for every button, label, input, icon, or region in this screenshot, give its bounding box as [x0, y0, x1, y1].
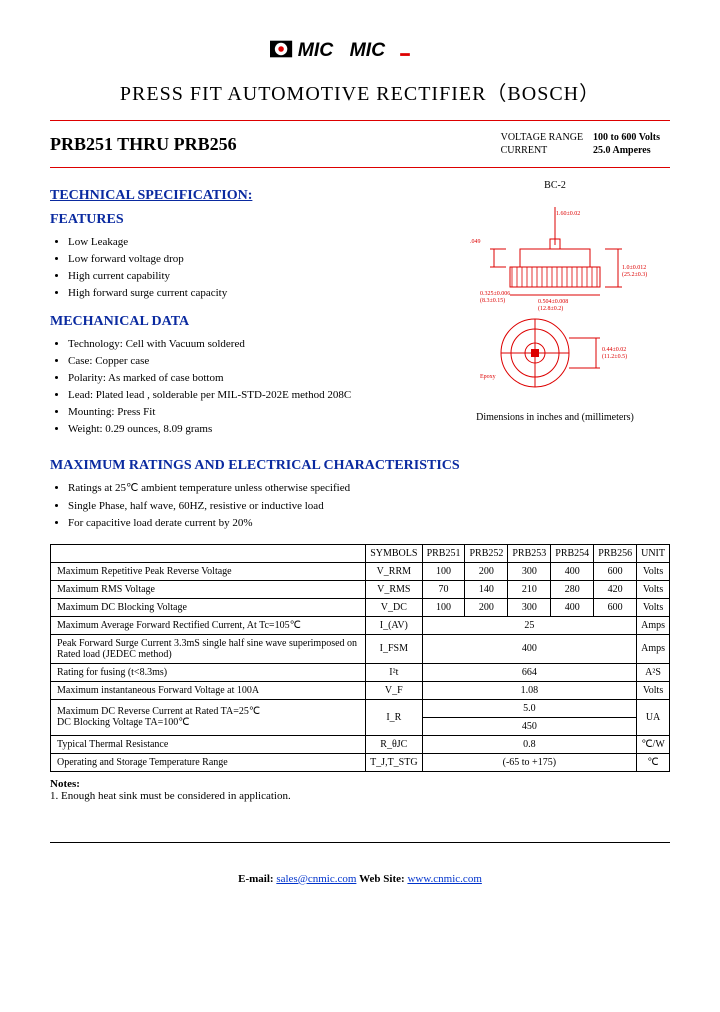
- col-prb256: PRB256: [594, 544, 637, 562]
- mech-item: Lead: Plated lead , solderable per MIL-S…: [68, 387, 422, 404]
- col-prb253: PRB253: [508, 544, 551, 562]
- mech-item: Polarity: As marked of case bottom: [68, 370, 422, 387]
- svg-text:0.504±0.008: 0.504±0.008: [538, 299, 568, 305]
- dimensions-note: Dimensions in inches and (millimeters): [440, 412, 670, 423]
- table-row: Maximum DC Reverse Current at Rated TA=2…: [51, 699, 670, 717]
- package-label: BC-2: [440, 180, 670, 191]
- notes-title: Notes:: [50, 778, 80, 790]
- svg-text:MIC: MIC: [350, 39, 387, 61]
- current-value: 25.0 Amperes: [593, 144, 670, 157]
- table-row: Rating for fusing (t<8.3ms)I²t664A²S: [51, 663, 670, 681]
- max-notes-list: Ratings at 25℃ ambient temperature unles…: [68, 480, 670, 531]
- svg-text:1.60±0.02: 1.60±0.02: [556, 211, 580, 217]
- spec-table: SYMBOLS PRB251 PRB252 PRB253 PRB254 PRB2…: [50, 544, 670, 772]
- feature-item: High forward surge current capacity: [68, 285, 422, 302]
- left-column: TECHNICAL SPECIFICATION: FEATURES Low Le…: [50, 180, 422, 450]
- header-bar: PRB251 THRU PRB256 VOLTAGE RANGE100 to 6…: [50, 125, 670, 163]
- max-note: Single Phase, half wave, 60HZ, resistive…: [68, 498, 670, 515]
- col-prb252: PRB252: [465, 544, 508, 562]
- web-link[interactable]: www.cnmic.com: [407, 873, 481, 885]
- mechanical-list: Technology: Cell with Vacuum soldered Ca…: [68, 336, 422, 438]
- table-row: Maximum DC Blocking VoltageV_DC100200300…: [51, 598, 670, 616]
- mech-item: Mounting: Press Fit: [68, 404, 422, 421]
- web-label: Web Site:: [359, 873, 407, 885]
- table-row: Operating and Storage Temperature RangeT…: [51, 753, 670, 771]
- divider-footer: [50, 842, 670, 843]
- logo: MIC MIC: [50, 30, 670, 73]
- section-technical: TECHNICAL SPECIFICATION:: [50, 188, 422, 204]
- email-link[interactable]: sales@cnmic.com: [276, 873, 356, 885]
- table-row: Peak Forward Surge Current 3.3mS single …: [51, 634, 670, 663]
- package-diagram: 1.60±0.02 .049 1.0±0.012 (25.2±0.3) 0.32…: [450, 203, 660, 403]
- mech-item: Technology: Cell with Vacuum soldered: [68, 336, 422, 353]
- section-features: FEATURES: [50, 212, 422, 228]
- table-row: Maximum Repetitive Peak Reverse VoltageV…: [51, 562, 670, 580]
- right-column: BC-2: [440, 180, 670, 450]
- table-row: Maximum instantaneous Forward Voltage at…: [51, 681, 670, 699]
- section-mechanical: MECHANICAL DATA: [50, 314, 422, 330]
- svg-text:1.0±0.012: 1.0±0.012: [622, 265, 646, 271]
- svg-text:0.44±0.02: 0.44±0.02: [602, 347, 626, 353]
- divider-mid: [50, 167, 670, 168]
- table-header-blank: [51, 544, 366, 562]
- table-row: Maximum Average Forward Rectified Curren…: [51, 616, 670, 634]
- part-title: PRB251 THRU PRB256: [50, 134, 237, 155]
- table-row: Maximum RMS VoltageV_RMS70140210280420Vo…: [51, 580, 670, 598]
- svg-text:(25.2±0.3): (25.2±0.3): [622, 271, 647, 278]
- mech-item: Case: Copper case: [68, 353, 422, 370]
- col-prb254: PRB254: [551, 544, 594, 562]
- divider-top: [50, 120, 670, 121]
- current-label: CURRENT: [501, 144, 593, 157]
- page: MIC MIC PRESS FIT AUTOMOTIVE RECTIFIER（B…: [0, 0, 720, 905]
- svg-text:MIC: MIC: [298, 39, 335, 61]
- col-prb251: PRB251: [422, 544, 465, 562]
- ratings-box: VOLTAGE RANGE100 to 600 Volts CURRENT25.…: [501, 131, 670, 157]
- features-list: Low Leakage Low forward voltage drop Hig…: [68, 234, 422, 302]
- feature-item: High current capability: [68, 268, 422, 285]
- mech-item: Weight: 0.29 ounces, 8.09 grams: [68, 421, 422, 438]
- notes: Notes: 1. Enough heat sink must be consi…: [50, 778, 670, 802]
- max-note: Ratings at 25℃ ambient temperature unles…: [68, 480, 670, 497]
- svg-text:Epoxy: Epoxy: [480, 374, 496, 380]
- table-row: Typical Thermal ResistanceR_θJC0.8℃/W: [51, 735, 670, 753]
- email-label: E-mail:: [238, 873, 276, 885]
- svg-text:0.325±0.006: 0.325±0.006: [480, 291, 510, 297]
- main-title: PRESS FIT AUTOMOTIVE RECTIFIER（BOSCH）: [50, 77, 670, 106]
- section-max-ratings: MAXIMUM RATINGS AND ELECTRICAL CHARACTER…: [50, 458, 670, 474]
- col-symbols: SYMBOLS: [366, 544, 423, 562]
- feature-item: Low forward voltage drop: [68, 251, 422, 268]
- note-1: 1. Enough heat sink must be considered i…: [50, 790, 291, 802]
- col-unit: UNIT: [637, 544, 670, 562]
- footer: E-mail: sales@cnmic.com Web Site: www.cn…: [50, 873, 670, 885]
- svg-text:.049: .049: [470, 239, 481, 245]
- voltage-range-value: 100 to 600 Volts: [593, 131, 670, 144]
- svg-text:(8.3±0.15): (8.3±0.15): [480, 297, 505, 304]
- svg-text:(11.2±0.5): (11.2±0.5): [602, 353, 627, 360]
- voltage-range-label: VOLTAGE RANGE: [501, 131, 593, 144]
- svg-text:(12.8±0.2): (12.8±0.2): [538, 305, 563, 312]
- feature-item: Low Leakage: [68, 234, 422, 251]
- max-note: For capacitive load derate current by 20…: [68, 515, 670, 532]
